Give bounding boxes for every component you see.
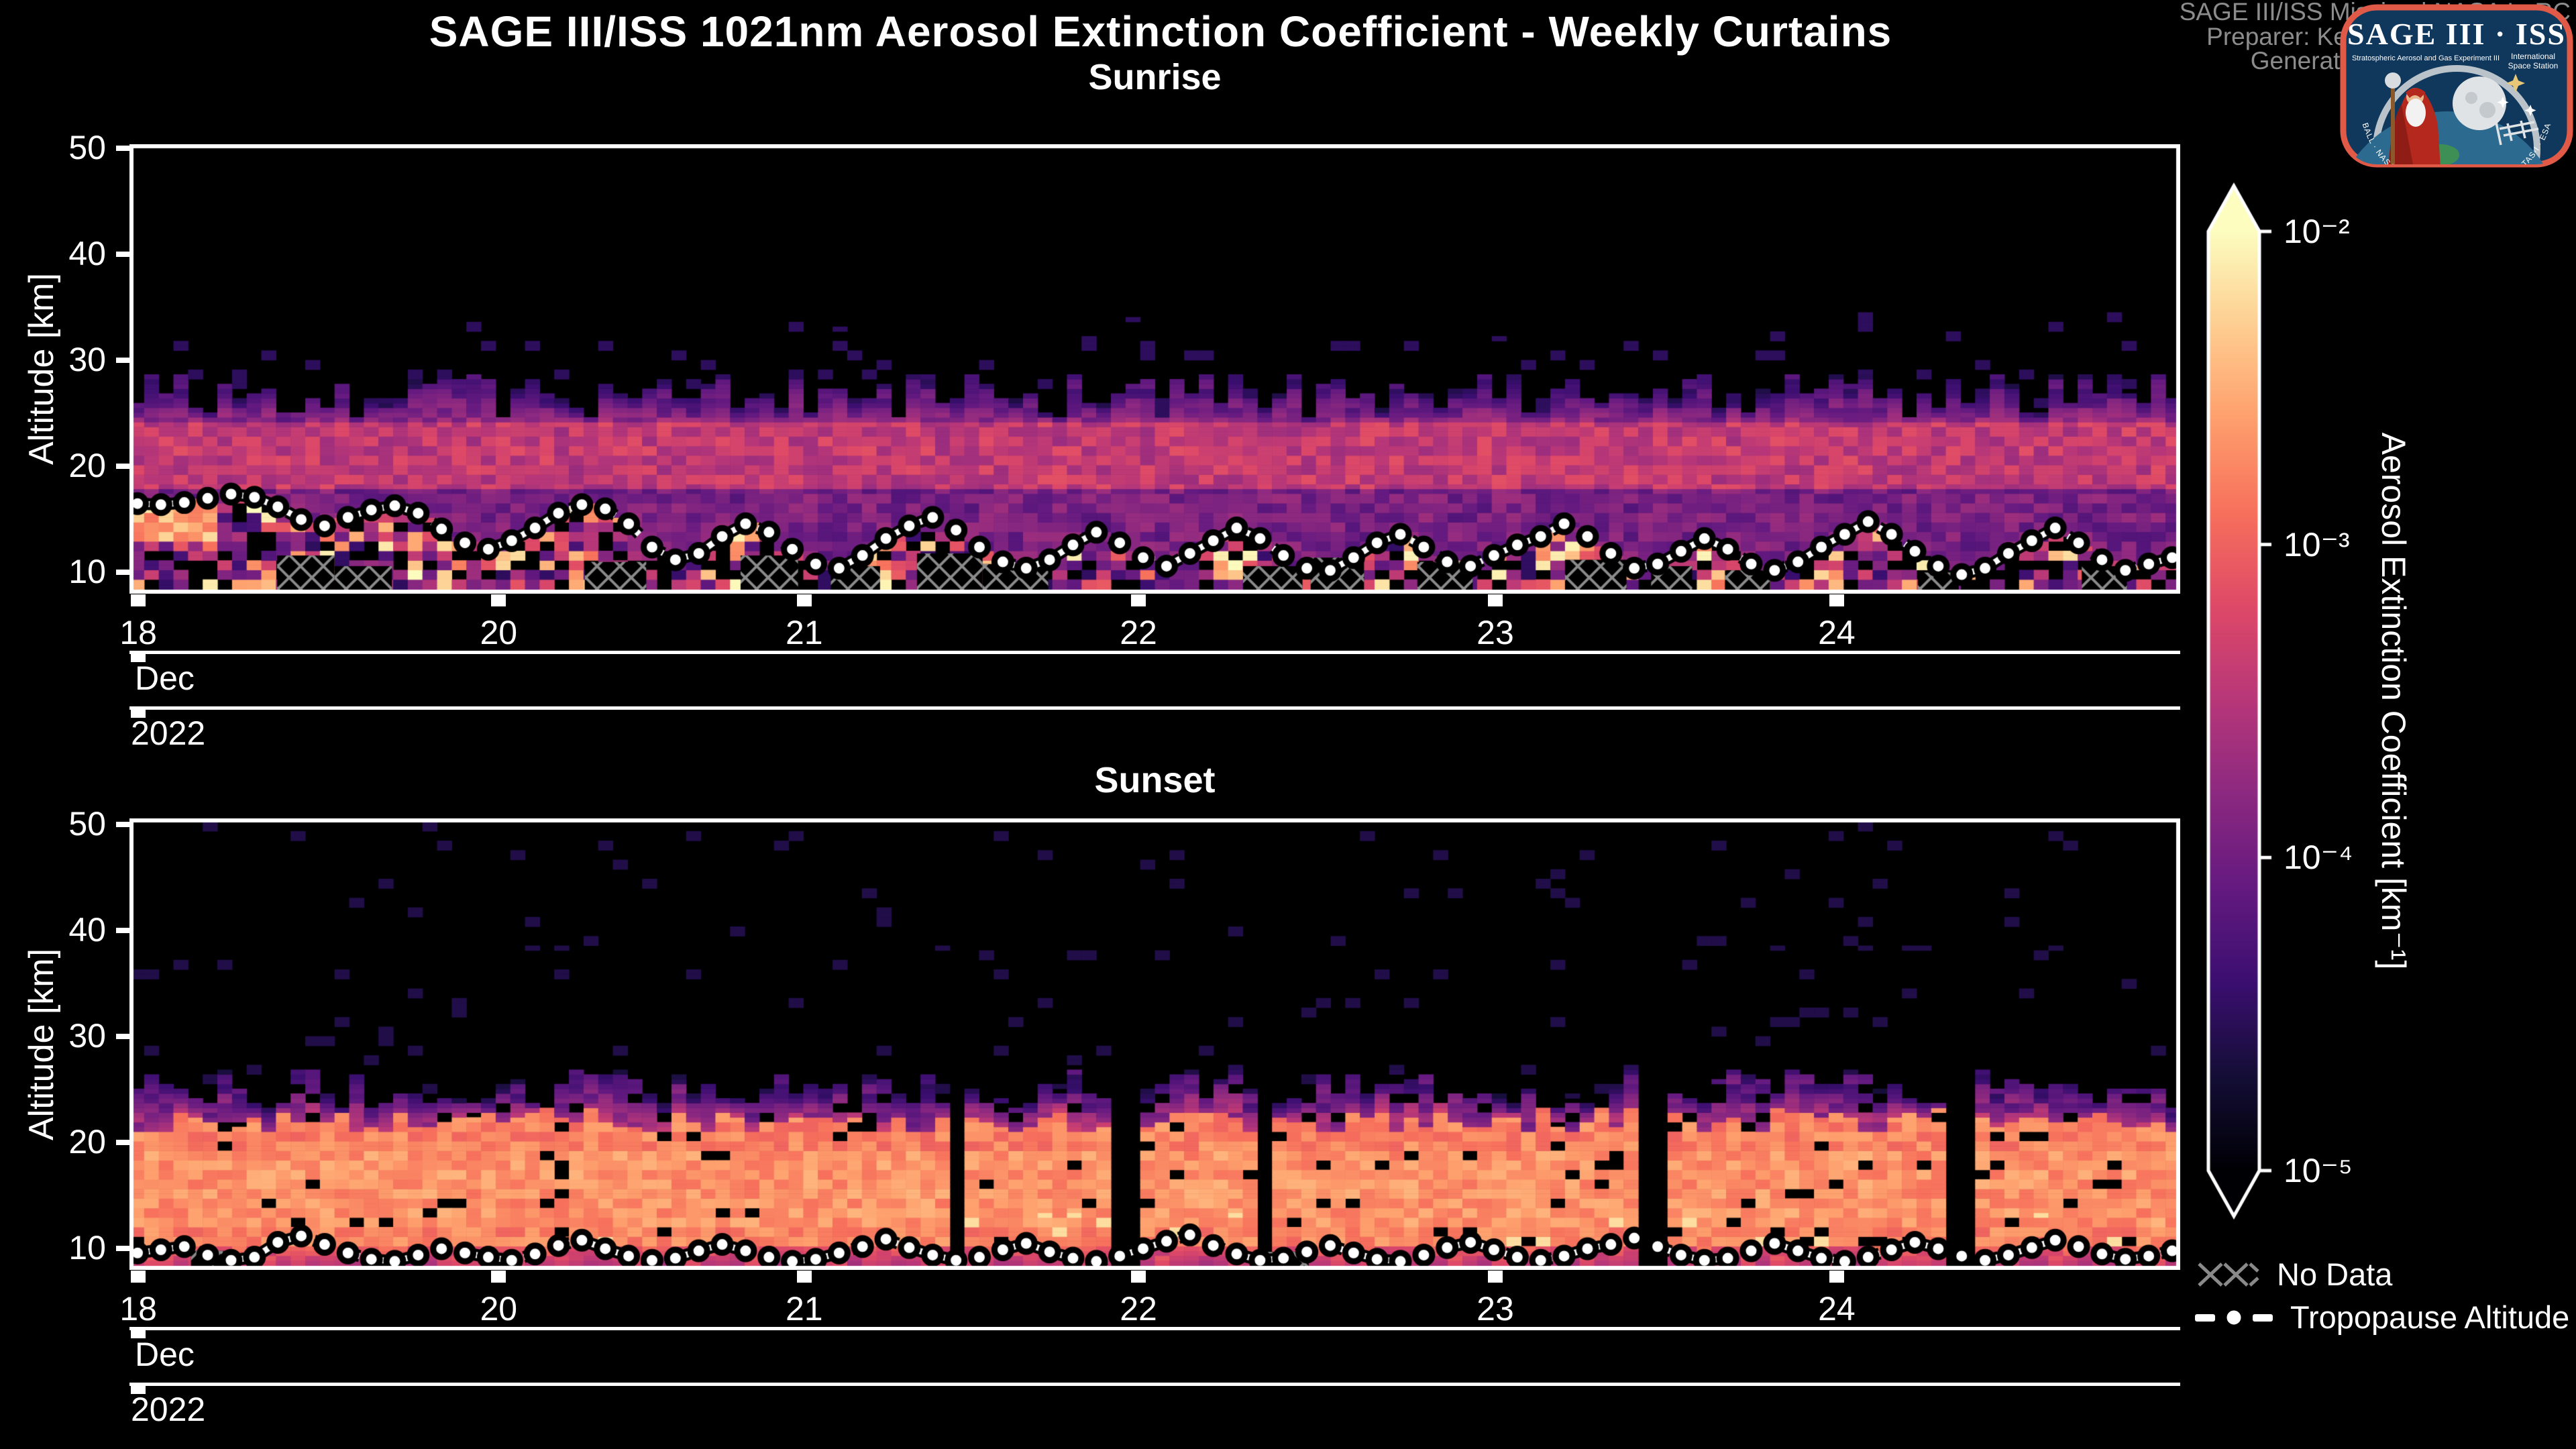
year-axis-line (129, 706, 2180, 710)
logo-moon (2453, 76, 2506, 130)
x-tick-label: 18 (119, 1290, 157, 1328)
colorbar (2194, 176, 2281, 1222)
logo-subtitle-right-2: Space Station (2508, 61, 2559, 70)
y-tick-label: 20 (68, 1123, 106, 1161)
month-axis-line (129, 1327, 2180, 1330)
y-tick-mark (116, 822, 129, 828)
colorbar-tick-label: 10⁻⁵ (2284, 1152, 2353, 1189)
x-tick-label: 22 (1120, 614, 1157, 651)
x-tick-label: 23 (1477, 1290, 1514, 1328)
x-tick-mark (491, 1271, 506, 1283)
year-axis-tick (131, 1385, 146, 1394)
no-data-label: No Data (2277, 1256, 2393, 1292)
colorbar-tick-label: 10⁻⁴ (2284, 839, 2353, 877)
month-label: Dec (135, 659, 195, 697)
x-tick-mark (796, 594, 812, 606)
year-axis-line (129, 1383, 2180, 1386)
y-tick-mark (116, 1140, 129, 1146)
y-tick-mark (116, 1034, 129, 1040)
x-tick-label: 21 (785, 614, 823, 651)
y-tick-mark (116, 1246, 129, 1252)
y-tick-label: 50 (68, 129, 106, 167)
sage-iii-iss-mission-logo: SAGE III · ISS Stratospheric Aerosol and… (2340, 4, 2573, 168)
x-tick-mark (131, 594, 146, 606)
month-axis-tick (131, 653, 146, 662)
logo-title: SAGE III · ISS (2347, 17, 2566, 51)
colorbar-tick-label: 10⁻² (2284, 213, 2350, 250)
logo-subtitle-right-1: International (2511, 52, 2555, 61)
x-tick-mark (1131, 1271, 1146, 1283)
y-tick-mark (116, 570, 129, 576)
x-tick-mark (1487, 1271, 1503, 1283)
x-tick-label: 24 (1818, 1290, 1856, 1328)
colorbar-label: Aerosol Extinction Coefficient [km⁻¹] (2375, 432, 2412, 970)
sunrise-heatmap-canvas (129, 144, 2180, 594)
logo-iss (2494, 119, 2539, 146)
colorbar-tick-label: 10⁻³ (2284, 525, 2350, 564)
legend-tropopause: Tropopause Altitude (2195, 1299, 2569, 1336)
x-tick-label: 22 (1120, 1290, 1157, 1328)
y-tick-label: 10 (68, 553, 106, 591)
x-tick-label: 18 (119, 614, 157, 651)
y-tick-label: 50 (68, 805, 106, 843)
y-tick-label: 10 (68, 1229, 106, 1267)
y-tick-label: 20 (68, 447, 106, 485)
sunrise-panel-title: Sunrise (1088, 57, 1222, 97)
x-tick-mark (796, 1271, 812, 1283)
tropopause-marker-icon (2195, 1305, 2273, 1329)
y-tick-mark (116, 252, 129, 258)
x-tick-label: 20 (480, 1290, 518, 1328)
x-tick-mark (491, 594, 506, 606)
y-tick-mark (116, 928, 129, 934)
y-tick-label: 40 (68, 911, 106, 949)
x-tick-mark (131, 1271, 146, 1283)
legend-no-data: No Data (2195, 1256, 2392, 1293)
x-tick-mark (1487, 594, 1503, 606)
year-label: 2022 (131, 1391, 206, 1428)
logo-subtitle-left: Stratospheric Aerosol and Gas Experiment… (2352, 54, 2500, 62)
x-tick-label: 20 (480, 614, 518, 651)
year-label: 2022 (131, 714, 206, 752)
sunset-heatmap-canvas (129, 818, 2180, 1270)
tropopause-label: Tropopause Altitude (2290, 1299, 2570, 1335)
month-axis-line (129, 651, 2180, 654)
y-tick-label: 30 (68, 341, 106, 379)
x-tick-mark (1829, 1271, 1844, 1283)
sunset-panel-title: Sunset (1094, 760, 1216, 800)
x-tick-label: 24 (1818, 614, 1856, 651)
y-tick-mark (116, 146, 129, 152)
y-tick-mark (116, 358, 129, 364)
year-axis-tick (131, 709, 146, 718)
y-tick-label: 40 (68, 235, 106, 273)
no-data-hatch-icon (2198, 1262, 2259, 1287)
x-tick-label: 23 (1477, 614, 1514, 651)
y-tick-mark (116, 464, 129, 470)
x-tick-mark (1829, 594, 1844, 606)
x-tick-label: 21 (785, 1290, 823, 1328)
month-label: Dec (135, 1336, 195, 1373)
y-tick-label: 30 (68, 1017, 106, 1055)
x-tick-mark (1131, 594, 1146, 606)
logo-wizard (2385, 72, 2440, 164)
figure-title: SAGE III/ISS 1021nm Aerosol Extinction C… (429, 7, 1892, 56)
month-axis-tick (131, 1330, 146, 1338)
logo-stars (2497, 74, 2536, 116)
